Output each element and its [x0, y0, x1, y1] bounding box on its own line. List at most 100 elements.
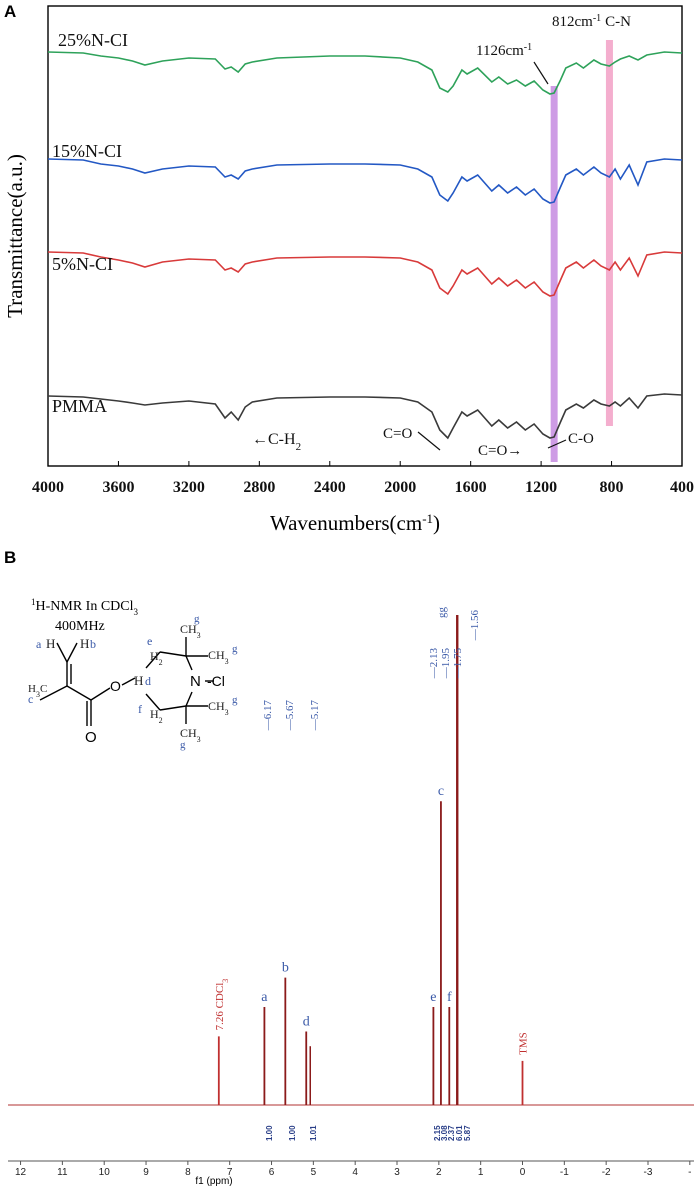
ftir-annotations: ←C-H2 C=O C=O→ C-O 1126cm-1 812cm-1 C-N	[252, 13, 631, 460]
ftir-plot-frame	[47, 5, 683, 467]
shift-label-6-17: —6.17	[262, 700, 274, 732]
highlight-band-1126	[550, 86, 558, 462]
bond-ch2-right	[66, 642, 78, 663]
nmr-integrals: 1.00 1.00 1.01 2.153.082.37 6.01 5.87	[265, 1125, 472, 1141]
peak-label-d: d	[303, 1015, 310, 1030]
panel-b-letter: B	[4, 548, 16, 567]
peak-label-e: e	[430, 990, 436, 1005]
panel-a-letter: A	[4, 2, 16, 21]
atom-ch3-3: CH3	[208, 699, 229, 717]
integral-0: 1.00	[265, 1125, 274, 1141]
x-tick-label-3600: 3600	[102, 479, 134, 496]
ftir-x-axis-label: Wavenumbers(cm-1)	[270, 511, 440, 536]
nmr-title-line-1: 1H-NMR In CDCl3	[31, 597, 139, 617]
shift-label-1-95: —1.95	[440, 648, 452, 680]
peak-label-c: c	[438, 784, 444, 799]
integral-4: 3.08	[440, 1125, 449, 1141]
label-b: b	[90, 637, 96, 651]
bond-ring-5	[159, 705, 187, 711]
series-label-15-n-ci: 15%N-CI	[52, 141, 122, 161]
x-tick-label-3200: 3200	[173, 479, 205, 496]
series-line-25-n-ci	[47, 51, 683, 95]
shift-label-5-17: —5.17	[309, 700, 321, 732]
series-line-pmma	[47, 393, 683, 440]
bond-ring-2	[159, 651, 187, 657]
bond-o-right	[121, 677, 136, 686]
atom-o-ester: O	[110, 678, 121, 694]
bond-o-left	[90, 687, 111, 701]
annot-co-1-arrow	[417, 431, 441, 451]
nmr-tick-label-2: 10	[99, 1167, 111, 1178]
ftir-y-axis-label: Transmittance(a.u.)	[3, 154, 27, 318]
atom-h3c: H3C	[28, 683, 47, 699]
atom-h-left: H	[46, 636, 55, 651]
nmr-tick-label-1: 11	[57, 1167, 68, 1178]
ftir-series-labels: 25%N-CI 15%N-CI 5%N-CI PMMA	[52, 30, 128, 416]
atom-h2-bottom: H2	[150, 707, 163, 725]
x-tick-label-1200: 1200	[525, 479, 557, 496]
label-e: e	[147, 634, 152, 648]
bond-ester	[66, 685, 92, 701]
x-tick-label-400: 400	[670, 479, 694, 496]
highlight-arrow-1126	[533, 61, 549, 85]
shift-label-1-75: —1.75	[452, 648, 464, 680]
nmr-tick-label-11: 1	[478, 1167, 484, 1178]
nmr-tick-label-14: -2	[602, 1167, 611, 1178]
nmr-tick-label-16: -	[688, 1167, 691, 1178]
ftir-highlights	[550, 40, 613, 462]
integral-7: 5.87	[463, 1125, 472, 1141]
integral-1: 1.00	[288, 1125, 297, 1141]
peak-label-f: f	[447, 990, 452, 1005]
ftir-chart: 4000 3600 3200 2800 2400 2000 1600 1200 800 400 2…	[3, 5, 694, 536]
annot-ch2: ←C-H2	[252, 431, 301, 453]
peak-label-7-26-CDCl: 7.26 CDCl3	[214, 979, 230, 1031]
nmr-tick-label-4: 8	[185, 1167, 191, 1178]
bond-ring-1	[145, 651, 161, 669]
bond-methyl	[39, 685, 68, 701]
annot-c-o-arrow	[547, 439, 567, 449]
series-label-pmma: PMMA	[52, 396, 107, 416]
label-f: f	[138, 702, 142, 716]
label-c: c	[28, 692, 33, 706]
integral-6: 6.01	[455, 1125, 464, 1141]
highlight-label-1126: 1126cm-1	[476, 42, 532, 60]
nmr-tick-label-9: 3	[394, 1167, 400, 1178]
label-g-1: g	[194, 613, 200, 625]
nmr-tick-label-13: -1	[560, 1167, 569, 1178]
annot-co-1: C=O	[383, 426, 412, 442]
series-line-5-n-ci	[47, 251, 683, 297]
annot-co-2: C=O→	[478, 443, 522, 459]
x-tick-label-2000: 2000	[384, 479, 416, 496]
x-tick-label-800: 800	[600, 479, 624, 496]
shift-label-5-67: —5.67	[284, 700, 296, 732]
nmr-title-line-2: 400MHz	[55, 619, 105, 634]
atom-ch3-4: CH3	[180, 726, 201, 744]
label-g-2: g	[232, 643, 238, 655]
series-label-5-n-ci: 5%N-CI	[52, 254, 113, 274]
nmr-x-axis-label: f1 (ppm)	[195, 1176, 232, 1187]
peak-label-b: b	[282, 961, 289, 976]
atom-o-carbonyl: O	[85, 729, 97, 746]
nmr-shift-labels: —6.17 —5.67 —5.17 —2.13 —1.95 —1.75 —1.56	[262, 610, 481, 732]
atom-n: N	[190, 673, 201, 690]
series-label-25-n-ci: 25%N-CI	[58, 30, 128, 50]
nmr-tick-label-12: 0	[520, 1167, 526, 1178]
atom-cl: -Cl	[207, 673, 225, 689]
label-g-3: g	[232, 694, 238, 706]
ftir-series	[47, 51, 683, 440]
atom-h-d: H	[134, 673, 143, 688]
nmr-tick-label-10: 2	[436, 1167, 442, 1178]
ftir-x-ticks: 4000 3600 3200 2800 2400 2000 1600 1200 800 400	[32, 461, 694, 496]
highlight-band-812	[605, 40, 613, 426]
bond-ch2-left	[56, 642, 68, 663]
label-g-4: g	[180, 739, 186, 751]
label-d: d	[145, 674, 151, 688]
nmr-x-ticks: 12 11 10 9 8 7 6 5 4 3 2 1 0 -1 -2 -3-	[15, 1161, 691, 1178]
x-tick-label-2800: 2800	[243, 479, 275, 496]
bond-ring-3	[185, 655, 193, 671]
integral-5: 2.37	[447, 1125, 456, 1141]
x-tick-label-1600: 1600	[455, 479, 487, 496]
peak-label-TMS: TMS	[518, 1032, 530, 1055]
